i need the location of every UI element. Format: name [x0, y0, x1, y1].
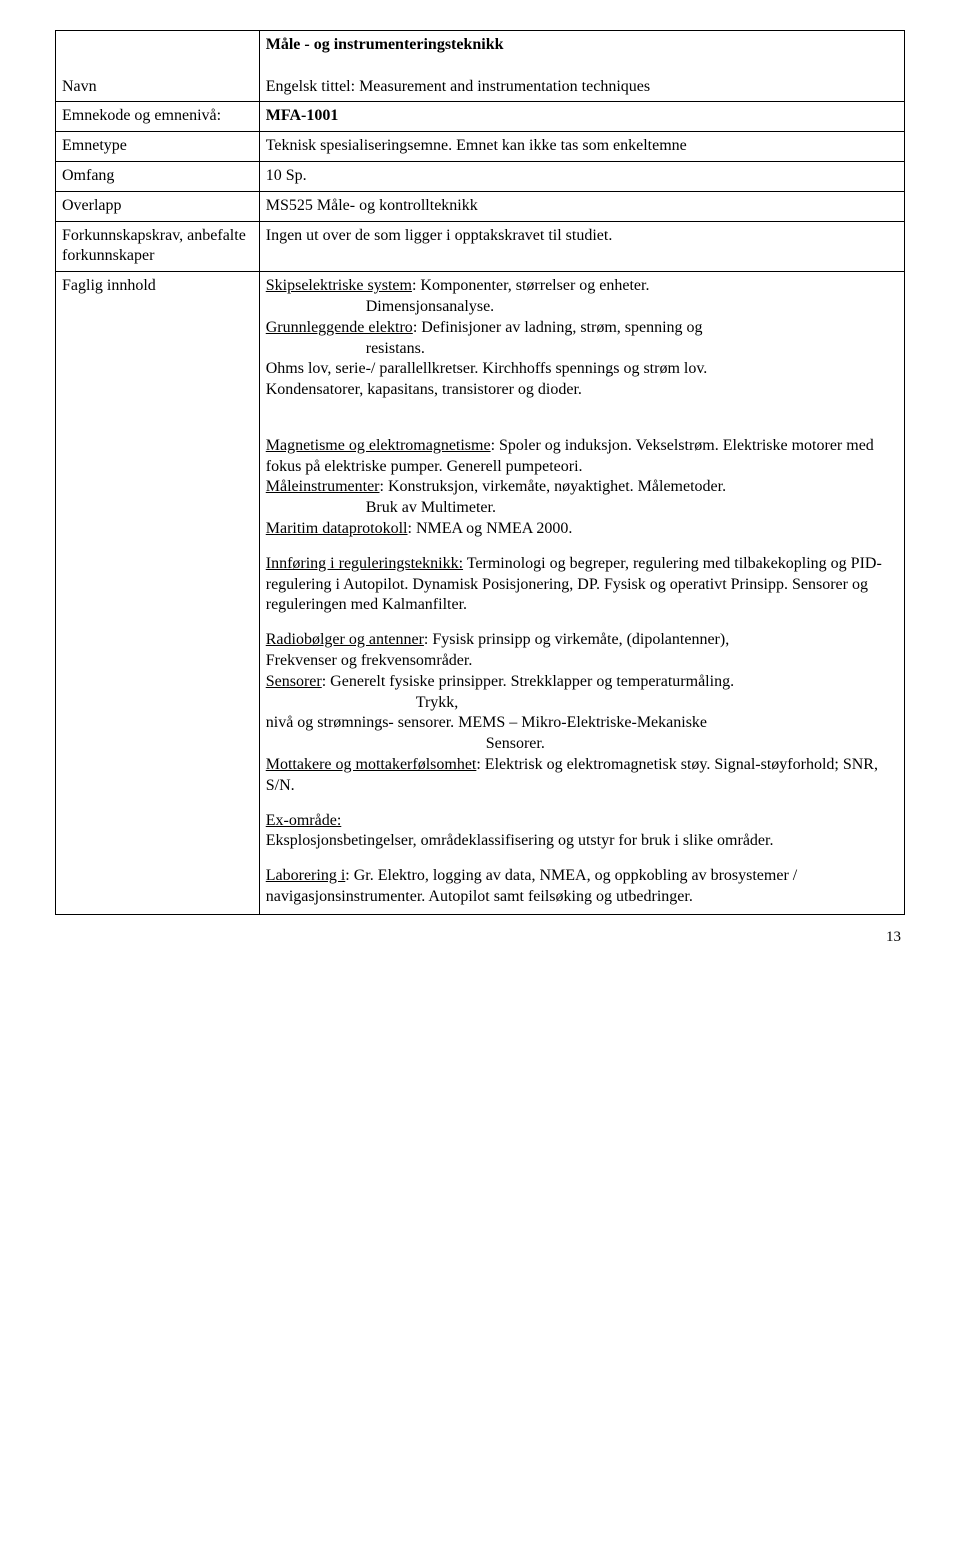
text: resistans.: [266, 340, 425, 357]
table-row: Emnekode og emnenivå: MFA-1001: [56, 102, 905, 132]
text: Laborering i: [266, 867, 346, 884]
text: Ohms lov, serie-/ parallellkretser. Kirc…: [266, 360, 708, 377]
text: : Fysisk prinsipp og virkemåte, (dipolan…: [424, 631, 729, 648]
course-table: Navn Måle - og instrumenteringsteknikk E…: [55, 30, 905, 915]
text: Kondensatorer, kapasitans, transistorer …: [266, 381, 582, 398]
text: : Konstruksjon, virkemåte, nøyaktighet. …: [380, 478, 727, 495]
table-row: Navn Måle - og instrumenteringsteknikk E…: [56, 31, 905, 102]
page: Navn Måle - og instrumenteringsteknikk E…: [0, 0, 960, 976]
text: Dimensjonsanalyse.: [266, 298, 494, 315]
cell-forkunn-label: Forkunnskapskrav, anbefalte forkunnskape…: [56, 221, 260, 272]
cell-overlapp-label: Overlapp: [56, 191, 260, 221]
cell-omfang-value: 10 Sp.: [259, 161, 904, 191]
cell-emnetype-label: Emnetype: [56, 132, 260, 162]
label: Emnekode og emnenivå:: [62, 107, 221, 124]
text: : NMEA og NMEA 2000.: [408, 520, 573, 537]
label: Navn: [62, 78, 97, 95]
text: Grunnleggende elektro: [266, 319, 413, 336]
text: Trykk,: [266, 694, 459, 711]
text: nivå og strømnings- sensorer. MEMS – Mik…: [266, 714, 707, 731]
paragraph: Laborering i: Gr. Elektro, logging av da…: [266, 866, 898, 908]
text: Måleinstrumenter: [266, 478, 380, 495]
cell-emnetype-value: Teknisk spesialiseringsemne. Emnet kan i…: [259, 132, 904, 162]
cell-emnekode-label: Emnekode og emnenivå:: [56, 102, 260, 132]
table-row: Overlapp MS525 Måle- og kontrollteknikk: [56, 191, 905, 221]
text: Innføring i reguleringsteknikk:: [266, 555, 463, 572]
text: Radiobølger og antenner: [266, 631, 424, 648]
cell-navn-value: Måle - og instrumenteringsteknikk Engels…: [259, 31, 904, 102]
course-subtitle: Engelsk tittel: Measurement and instrume…: [266, 77, 898, 98]
text: : Generelt fysiske prinsipper. Strekklap…: [322, 673, 734, 690]
cell-faglig-value: Skipselektriske system: Komponenter, stø…: [259, 272, 904, 915]
paragraph: Innføring i reguleringsteknikk: Terminol…: [266, 554, 898, 616]
text: Eksplosjonsbetingelser, områdeklassifise…: [266, 832, 774, 849]
text: Sensorer: [266, 673, 322, 690]
paragraph: Magnetisme og elektromagnetisme: Spoler …: [266, 436, 898, 540]
paragraph: Ex-område: Eksplosjonsbetingelser, områd…: [266, 811, 898, 853]
table-row: Forkunnskapskrav, anbefalte forkunnskape…: [56, 221, 905, 272]
table-row: Faglig innhold Skipselektriske system: K…: [56, 272, 905, 915]
paragraph: Skipselektriske system: Komponenter, stø…: [266, 276, 898, 401]
text: : Definisjoner av ladning, strøm, spenni…: [413, 319, 703, 336]
page-number: 13: [55, 929, 905, 946]
paragraph: Radiobølger og antenner: Fysisk prinsipp…: [266, 630, 898, 796]
cell-omfang-label: Omfang: [56, 161, 260, 191]
cell-emnekode-value: MFA-1001: [259, 102, 904, 132]
text: Mottakere og mottakerfølsomhet: [266, 756, 477, 773]
cell-overlapp-value: MS525 Måle- og kontrollteknikk: [259, 191, 904, 221]
text: : Gr. Elektro, logging av data, NMEA, og…: [266, 867, 797, 905]
table-row: Emnetype Teknisk spesialiseringsemne. Em…: [56, 132, 905, 162]
text: Skipselektriske system: [266, 277, 412, 294]
cell-forkunn-value: Ingen ut over de som ligger i opptakskra…: [259, 221, 904, 272]
table-row: Omfang 10 Sp.: [56, 161, 905, 191]
cell-faglig-label: Faglig innhold: [56, 272, 260, 915]
text: Frekvenser og frekvensområder.: [266, 652, 473, 669]
text: Bruk av Multimeter.: [266, 499, 496, 516]
text: : Komponenter, størrelser og enheter.: [412, 277, 650, 294]
text: Sensorer.: [266, 735, 545, 752]
course-title: Måle - og instrumenteringsteknikk: [266, 35, 898, 56]
text: Magnetisme og elektromagnetisme: [266, 437, 491, 454]
cell-navn-label: Navn: [56, 31, 260, 102]
text: Maritim dataprotokoll: [266, 520, 408, 537]
text: Ex-område:: [266, 812, 342, 829]
